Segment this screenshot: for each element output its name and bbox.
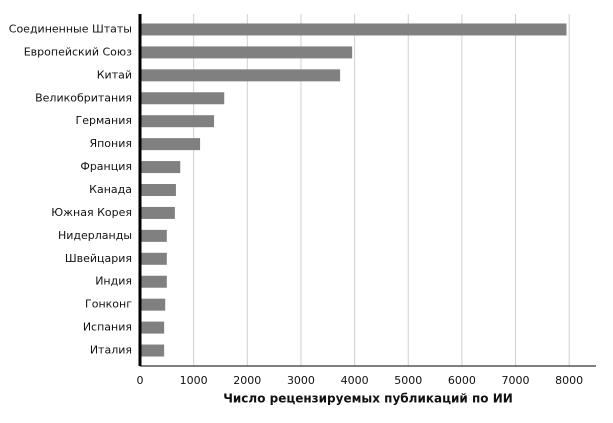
y-tick-label: Великобритания [35, 91, 132, 104]
x-tick-label: 7000 [502, 374, 530, 387]
bar [140, 46, 353, 59]
y-tick-label: Италия [90, 344, 132, 357]
bar [140, 138, 201, 151]
y-tick-label: Франция [80, 160, 132, 173]
bar [140, 115, 215, 128]
y-tick-label: Европейский Союз [24, 45, 132, 58]
y-tick-label: Швейцария [65, 252, 132, 265]
y-tick-label: Китай [97, 68, 132, 81]
bar [140, 344, 165, 357]
bar [140, 69, 341, 82]
x-tick-label: 0 [137, 374, 144, 387]
y-tick-label: Гонконг [85, 298, 132, 311]
y-tick-label: Германия [76, 114, 132, 127]
y-tick-label: Япония [89, 137, 132, 150]
bar [140, 229, 167, 242]
x-tick-label: 2000 [233, 374, 261, 387]
bar [140, 206, 175, 219]
x-tick-label: 8000 [555, 374, 583, 387]
x-axis-title: Число рецензируемых публикаций по ИИ [223, 392, 513, 406]
y-tick-label: Нидерланды [58, 229, 132, 242]
y-tick-label: Соединенные Штаты [9, 22, 132, 35]
x-tick-label: 3000 [287, 374, 315, 387]
x-tick-label: 1000 [180, 374, 208, 387]
y-tick-label: Индия [95, 275, 132, 288]
bar [140, 92, 225, 105]
y-tick-label: Южная Корея [51, 206, 132, 219]
y-tick-label: Испания [83, 321, 132, 334]
bar [140, 321, 165, 334]
bar [140, 252, 167, 265]
x-tick-label: 5000 [394, 374, 422, 387]
x-tick-label: 4000 [341, 374, 369, 387]
bar [140, 275, 167, 288]
bar [140, 23, 567, 36]
bar [140, 161, 181, 174]
x-tick-label: 6000 [448, 374, 476, 387]
bar [140, 184, 176, 196]
bar [140, 298, 166, 311]
y-tick-label: Канада [89, 183, 132, 196]
